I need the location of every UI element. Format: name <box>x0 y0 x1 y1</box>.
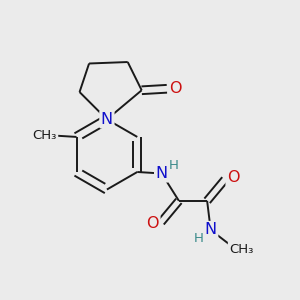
Text: CH₃: CH₃ <box>32 129 57 142</box>
Text: N: N <box>101 112 113 127</box>
Text: O: O <box>169 81 182 96</box>
Text: O: O <box>227 170 239 185</box>
Text: O: O <box>146 216 159 231</box>
Text: CH₃: CH₃ <box>229 243 254 256</box>
Text: N: N <box>156 166 168 181</box>
Text: H: H <box>169 159 179 172</box>
Text: H: H <box>194 232 204 245</box>
Text: N: N <box>205 223 217 238</box>
